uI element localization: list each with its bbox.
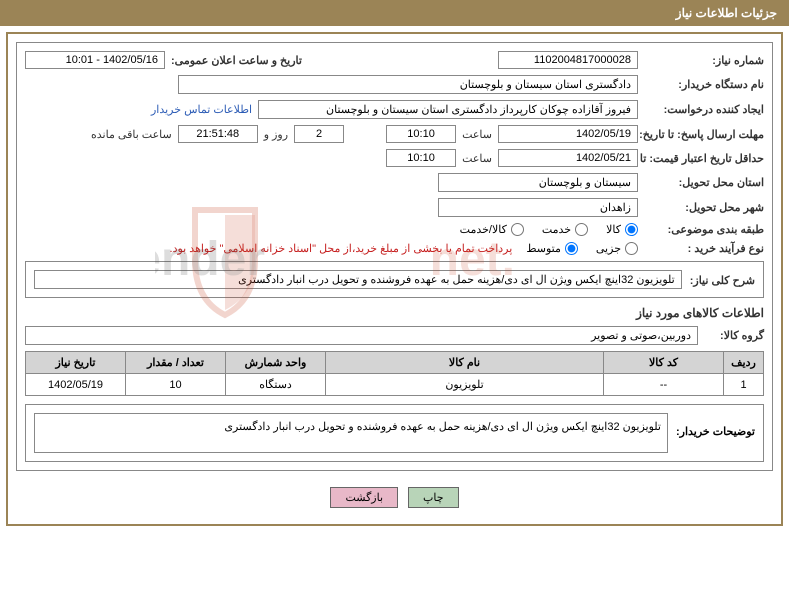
- description-label: شرح کلی نیاز:: [690, 270, 755, 289]
- description-value: تلویزیون 32اینچ ایکس ویژن ال ای دی/هزینه…: [34, 270, 682, 289]
- category-radio-service[interactable]: خدمت: [542, 223, 588, 236]
- th-name: نام کالا: [326, 352, 604, 374]
- deadline-time: 10:10: [386, 125, 456, 143]
- buyer-desc-label: توضیحات خریدار:: [676, 413, 755, 453]
- need-number-value: 1102004817000028: [498, 51, 638, 69]
- buyer-org-value: دادگستری استان سیستان و بلوچستان: [178, 75, 638, 94]
- requester-label: ایجاد کننده درخواست:: [644, 103, 764, 116]
- cell-name: تلویزیون: [326, 374, 604, 396]
- cell-code: --: [604, 374, 724, 396]
- process-label: نوع فرآیند خرید :: [644, 242, 764, 255]
- form-section: شماره نیاز: 1102004817000028 تاریخ و ساع…: [16, 42, 773, 471]
- deadline-date: 1402/05/19: [498, 125, 638, 143]
- th-qty: تعداد / مقدار: [126, 352, 226, 374]
- process-radio-medium[interactable]: متوسط: [526, 242, 578, 255]
- th-row: ردیف: [724, 352, 764, 374]
- radio-service[interactable]: [575, 223, 588, 236]
- category-radios: کالا خدمت کالا/خدمت: [460, 223, 638, 236]
- remain-label: ساعت باقی مانده: [91, 128, 172, 141]
- buyer-desc-value: تلویزیون 32اینچ ایکس ویژن ال ای دی/هزینه…: [34, 413, 668, 453]
- validity-date: 1402/05/21: [498, 149, 638, 167]
- button-row: چاپ بازگشت: [16, 479, 773, 516]
- category-label: طبقه بندی موضوعی:: [644, 223, 764, 236]
- group-value: دوربین،صوتی و تصویر: [25, 326, 698, 345]
- requester-value: فیروز آقازاده چوکان کارپرداز دادگستری اس…: [258, 100, 638, 119]
- print-button[interactable]: چاپ: [408, 487, 459, 508]
- main-container: شماره نیاز: 1102004817000028 تاریخ و ساع…: [6, 32, 783, 526]
- contact-link[interactable]: اطلاعات تماس خریدار: [151, 103, 252, 116]
- cell-qty: 10: [126, 374, 226, 396]
- announce-date-label: تاریخ و ساعت اعلان عمومی:: [171, 54, 302, 67]
- province-value: سیستان و بلوچستان: [438, 173, 638, 192]
- page-title: جزئیات اطلاعات نیاز: [676, 6, 777, 20]
- th-code: کد کالا: [604, 352, 724, 374]
- need-number-label: شماره نیاز:: [644, 54, 764, 67]
- validity-label: حداقل تاریخ اعتبار قیمت: تا تاریخ:: [644, 152, 764, 165]
- time-label-2: ساعت: [462, 152, 492, 165]
- city-label: شهر محل تحویل:: [644, 201, 764, 214]
- radio-medium[interactable]: [565, 242, 578, 255]
- table-header-row: ردیف کد کالا نام کالا واحد شمارش تعداد /…: [26, 352, 764, 374]
- announce-date-value: 1402/05/16 - 10:01: [25, 51, 165, 69]
- radio-goods[interactable]: [625, 223, 638, 236]
- days-value: 2: [294, 125, 344, 143]
- process-radio-minor[interactable]: جزیی: [596, 242, 638, 255]
- radio-minor[interactable]: [625, 242, 638, 255]
- category-radio-both[interactable]: کالا/خدمت: [460, 223, 524, 236]
- province-label: استان محل تحویل:: [644, 176, 764, 189]
- radio-both[interactable]: [511, 223, 524, 236]
- remain-value: 21:51:48: [178, 125, 258, 143]
- category-radio-goods[interactable]: کالا: [606, 223, 638, 236]
- time-label-1: ساعت: [462, 128, 492, 141]
- page-header: جزئیات اطلاعات نیاز: [0, 0, 789, 26]
- process-radios: جزیی متوسط: [526, 242, 638, 255]
- buyer-org-label: نام دستگاه خریدار:: [644, 78, 764, 91]
- th-date: تاریخ نیاز: [26, 352, 126, 374]
- group-label: گروه کالا:: [704, 329, 764, 342]
- buyer-desc-box: توضیحات خریدار: تلویزیون 32اینچ ایکس ویژ…: [25, 404, 764, 462]
- cell-date: 1402/05/19: [26, 374, 126, 396]
- th-unit: واحد شمارش: [226, 352, 326, 374]
- back-button[interactable]: بازگشت: [330, 487, 398, 508]
- process-note: پرداخت تمام یا بخشی از مبلغ خرید،از محل …: [170, 242, 513, 255]
- cell-row: 1: [724, 374, 764, 396]
- table-row: 1 -- تلویزیون دستگاه 10 1402/05/19: [26, 374, 764, 396]
- city-value: زاهدان: [438, 198, 638, 217]
- deadline-label: مهلت ارسال پاسخ: تا تاریخ:: [644, 128, 764, 141]
- validity-time: 10:10: [386, 149, 456, 167]
- cell-unit: دستگاه: [226, 374, 326, 396]
- goods-section-title: اطلاعات کالاهای مورد نیاز: [25, 306, 764, 320]
- day-word: روز و: [264, 128, 288, 141]
- goods-table: ردیف کد کالا نام کالا واحد شمارش تعداد /…: [25, 351, 764, 396]
- description-box: شرح کلی نیاز: تلویزیون 32اینچ ایکس ویژن …: [25, 261, 764, 298]
